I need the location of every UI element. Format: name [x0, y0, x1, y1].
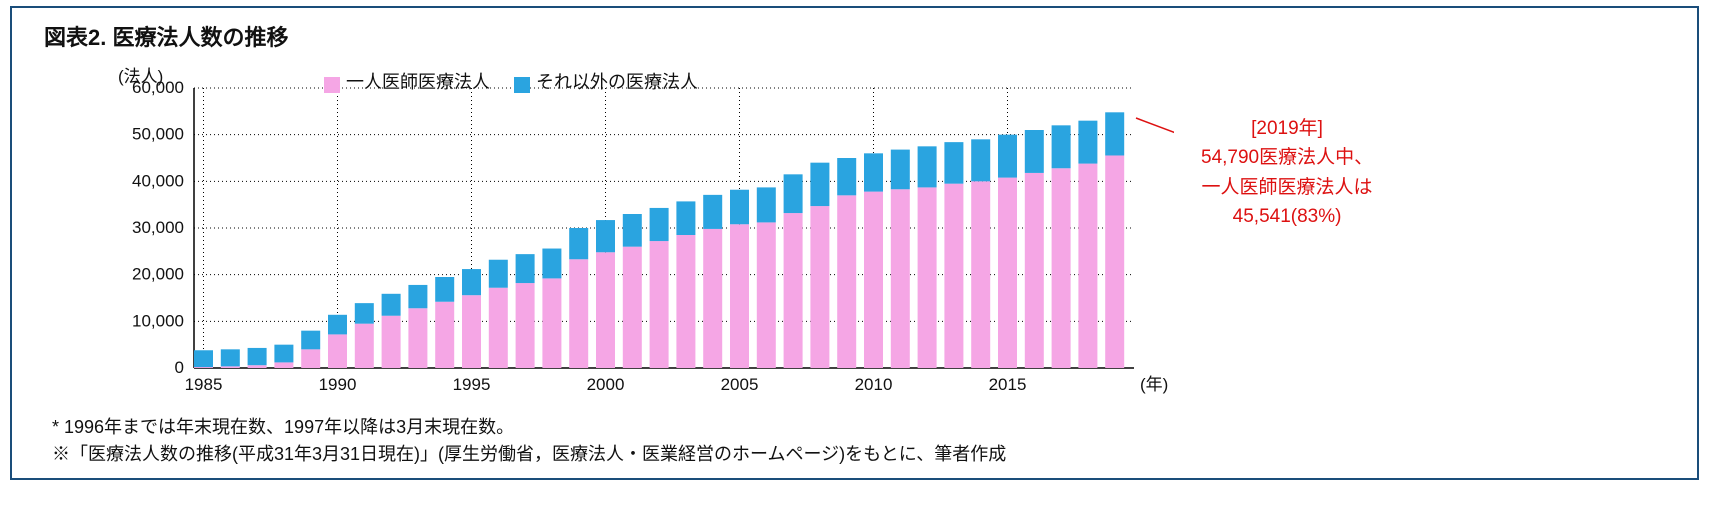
- svg-text:30,000: 30,000: [132, 218, 184, 237]
- legend-item: それ以外の医療法人: [514, 68, 698, 94]
- annotation-line: 54,790医療法人中、: [1201, 143, 1373, 172]
- svg-text:0: 0: [175, 358, 184, 377]
- chart-row: 010,00020,00030,00040,00050,00060,000(法人…: [24, 58, 1685, 408]
- legend-swatch: [514, 77, 530, 93]
- footnote-1: * 1996年までは年末現在数、1997年以降は3月末現在数。: [52, 414, 1685, 441]
- svg-text:1990: 1990: [319, 375, 357, 394]
- legend-label: 一人医師医療法人: [346, 72, 490, 92]
- legend-label: それ以外の医療法人: [536, 72, 698, 92]
- annotation: [2019年]54,790医療法人中、一人医師医療法人は45,541(83%): [1201, 114, 1373, 232]
- svg-text:(年): (年): [1140, 375, 1168, 394]
- svg-text:40,000: 40,000: [132, 171, 184, 190]
- svg-text:2015: 2015: [989, 375, 1027, 394]
- svg-text:2005: 2005: [721, 375, 759, 394]
- annotation-line: [2019年]: [1201, 114, 1373, 143]
- bar-chart: 010,00020,00030,00040,00050,00060,000(法人…: [24, 58, 1174, 408]
- svg-text:2000: 2000: [587, 375, 625, 394]
- svg-text:20,000: 20,000: [132, 265, 184, 284]
- svg-text:(法人): (法人): [118, 67, 163, 86]
- footnote-2: ※「医療法人数の推移(平成31年3月31日現在)」(厚生労働省，医療法人・医業経…: [52, 441, 1685, 468]
- svg-text:50,000: 50,000: [132, 125, 184, 144]
- legend: 一人医師医療法人 それ以外の医療法人: [324, 68, 698, 94]
- svg-text:1995: 1995: [453, 375, 491, 394]
- annotation-line: 45,541(83%): [1201, 202, 1373, 231]
- footnotes: * 1996年までは年末現在数、1997年以降は3月末現在数。 ※「医療法人数の…: [52, 414, 1685, 468]
- legend-item: 一人医師医療法人: [324, 68, 490, 94]
- svg-text:2010: 2010: [855, 375, 893, 394]
- chart-frame: 図表2. 医療法人数の推移 0 10,000 20,000 30,000 40,000 5…: [10, 6, 1699, 480]
- legend-swatch: [324, 77, 340, 93]
- chart-title: 図表2. 医療法人数の推移: [44, 20, 1685, 52]
- svg-text:10,000: 10,000: [132, 311, 184, 330]
- svg-text:1985: 1985: [185, 375, 223, 394]
- annotation-line: 一人医師医療法人は: [1201, 173, 1373, 202]
